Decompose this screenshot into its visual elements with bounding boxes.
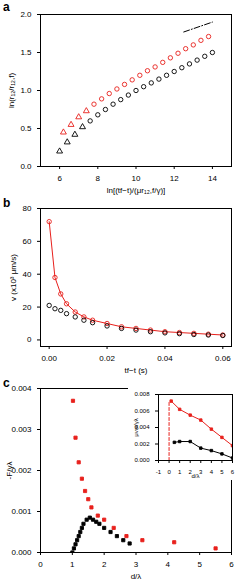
svg-text:μvw/γλ: μvw/γλ bbox=[133, 418, 139, 436]
svg-text:d/λ: d/λ bbox=[191, 473, 199, 479]
svg-text:-F/γλ: -F/γλ bbox=[5, 462, 14, 480]
svg-text:14: 14 bbox=[208, 174, 217, 183]
html-text:a: a bbox=[3, 0, 10, 14]
svg-text:0.02: 0.02 bbox=[99, 354, 115, 363]
svg-text:6: 6 bbox=[57, 174, 62, 183]
svg-text:0: 0 bbox=[27, 335, 32, 344]
html-text:c: c bbox=[3, 376, 10, 390]
svg-text:4: 4 bbox=[166, 560, 171, 569]
svg-text:6: 6 bbox=[231, 469, 235, 475]
svg-text:ln[(tf−t)/(μr₁₂,f/γ)]: ln[(tf−t)/(μr₁₂,f/γ)] bbox=[107, 186, 166, 195]
svg-text:ln(r₁₂/r₁₂,f): ln(r₁₂/r₁₂,f) bbox=[7, 73, 16, 108]
svg-text:12: 12 bbox=[170, 174, 179, 183]
svg-text:0.00: 0.00 bbox=[41, 354, 57, 363]
svg-text:0.000: 0.000 bbox=[11, 548, 32, 557]
svg-text:20: 20 bbox=[23, 303, 32, 312]
svg-text:5: 5 bbox=[197, 560, 202, 569]
svg-text:v (x10³ μm/s): v (x10³ μm/s) bbox=[9, 254, 18, 301]
svg-text:0.002: 0.002 bbox=[134, 441, 150, 447]
svg-text:0.004: 0.004 bbox=[134, 424, 150, 431]
svg-text:6: 6 bbox=[229, 560, 234, 569]
svg-text:0.008: 0.008 bbox=[134, 391, 150, 397]
svg-text:0.003: 0.003 bbox=[11, 425, 32, 434]
svg-text:0.002: 0.002 bbox=[11, 466, 32, 475]
svg-text:5: 5 bbox=[220, 469, 224, 475]
svg-text:1.0: 1.0 bbox=[20, 86, 32, 95]
svg-text:3: 3 bbox=[134, 560, 139, 569]
svg-text:40: 40 bbox=[23, 270, 32, 279]
svg-text:1.5: 1.5 bbox=[20, 48, 32, 57]
svg-text:80: 80 bbox=[23, 204, 32, 213]
svg-text:2.0: 2.0 bbox=[20, 10, 32, 19]
svg-text:0: 0 bbox=[38, 560, 43, 569]
svg-text:-1: -1 bbox=[156, 469, 162, 475]
svg-text:60: 60 bbox=[23, 237, 32, 246]
svg-text:0.06: 0.06 bbox=[215, 354, 231, 363]
svg-text:0.0: 0.0 bbox=[20, 162, 32, 171]
svg-text:10: 10 bbox=[132, 174, 141, 183]
svg-text:1: 1 bbox=[178, 469, 182, 475]
svg-text:2: 2 bbox=[102, 560, 107, 569]
svg-text:0: 0 bbox=[167, 469, 171, 475]
svg-text:0.000: 0.000 bbox=[134, 457, 150, 463]
svg-text:8: 8 bbox=[96, 174, 101, 183]
svg-text:tf−t (s): tf−t (s) bbox=[125, 366, 148, 375]
svg-text:0.006: 0.006 bbox=[134, 408, 150, 414]
svg-text:d/λ: d/λ bbox=[131, 572, 142, 581]
svg-text:3: 3 bbox=[199, 469, 203, 475]
svg-text:0.5: 0.5 bbox=[20, 124, 32, 133]
svg-text:0.004: 0.004 bbox=[11, 384, 32, 393]
html-text:b: b bbox=[3, 196, 11, 210]
svg-text:1: 1 bbox=[70, 560, 75, 569]
svg-text:0.001: 0.001 bbox=[11, 507, 32, 516]
svg-text:0.04: 0.04 bbox=[157, 354, 173, 363]
svg-text:4: 4 bbox=[210, 469, 214, 475]
